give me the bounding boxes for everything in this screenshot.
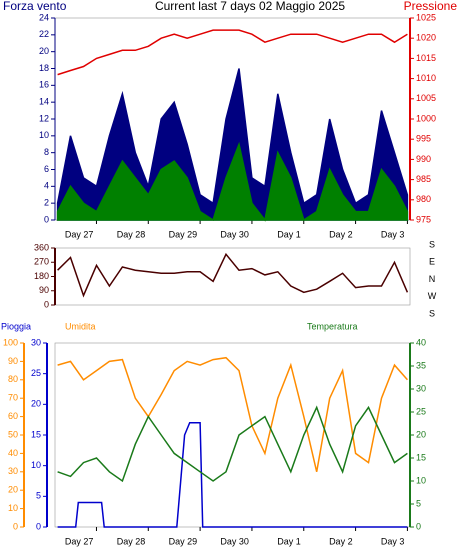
y3-tick-label: 30 [8,466,18,476]
y3-tick-label: 10 [8,503,18,513]
x-tick-label: Day 30 [220,229,249,239]
y-tick-label: 18 [39,63,49,73]
y2-tick-label: 1010 [416,73,436,83]
y-tick-label: 180 [34,271,49,281]
x-tick-label: Day 29 [169,536,198,546]
y-tick-label: 14 [39,97,49,107]
y-label: Forza vento [3,0,67,13]
line [57,405,408,483]
y3-tick-label: 80 [8,374,18,384]
y3-tick-label: 100 [3,337,18,347]
y-tick-label: 10 [31,460,41,470]
y-tick-label: 0 [36,521,41,531]
x-tick-label: Day 1 [277,229,301,239]
plot-area [54,342,411,528]
y-tick-label: 6 [44,164,49,174]
y-tick-label: 10 [39,130,49,140]
y2-tick-label: 30 [416,383,426,393]
area [56,141,409,222]
y2-tick-label: 1025 [416,12,436,22]
line [57,29,408,76]
y-tick-label: 0 [44,299,49,309]
line [57,252,409,298]
y2-label: Pressione [404,0,458,13]
legend-label: Temperatura [307,321,358,331]
y-tick-label: 5 [36,491,41,501]
y3-tick-label: 40 [8,448,18,458]
y-tick-label: 12 [39,113,49,123]
y-tick-label: 4 [44,181,49,191]
x-tick-label: Day 3 [381,229,405,239]
x-tick-label: Day 2 [329,229,353,239]
y-tick-label: 360 [34,242,49,252]
annotation: E [429,257,435,267]
y-tick-label: 0 [44,214,49,224]
y-tick-label: 8 [44,147,49,157]
y2-tick-label: 975 [416,214,431,224]
y2-tick-label: 1020 [416,33,436,43]
x-tick-label: Day 27 [65,229,94,239]
y2-tick-label: 35 [416,360,426,370]
legend-label: Pioggia [1,321,31,331]
annotation: N [429,274,436,284]
x-tick-label: Day 3 [381,536,405,546]
y2-tick-label: 1000 [416,113,436,123]
y2-tick-label: 980 [416,194,431,204]
annotation: W [428,291,437,301]
x-tick-label: Day 2 [329,536,353,546]
y2-tick-label: 0 [416,521,421,531]
y2-tick-label: 985 [416,174,431,184]
y-tick-label: 270 [34,257,49,267]
legend-label: Umidita [65,321,96,331]
y3-tick-label: 50 [8,429,18,439]
y2-tick-label: 1015 [416,53,436,63]
y3-tick-label: 20 [8,485,18,495]
y-tick-label: 90 [39,285,49,295]
y2-tick-label: 1005 [416,93,436,103]
x-tick-label: Day 28 [117,229,146,239]
annotation: S [429,308,435,318]
y2-tick-label: 25 [416,406,426,416]
line [57,421,408,528]
chart-title: Current last 7 days 02 Maggio 2025 [155,0,345,13]
x-tick-label: Day 28 [117,536,146,546]
y-tick-label: 25 [31,368,41,378]
y2-tick-label: 20 [416,429,426,439]
x-tick-label: Day 1 [277,536,301,546]
area [56,68,409,221]
y2-tick-label: 5 [416,498,421,508]
y2-tick-label: 40 [416,337,426,347]
x-tick-label: Day 30 [220,536,249,546]
x-tick-label: Day 27 [65,536,94,546]
y3-tick-label: 0 [13,521,18,531]
y-tick-label: 20 [31,399,41,409]
y-tick-label: 15 [31,429,41,439]
plot-area [54,247,411,306]
y3-tick-label: 90 [8,356,18,366]
x-tick-label: Day 29 [169,229,198,239]
y-tick-label: 24 [39,12,49,22]
y-tick-label: 30 [31,337,41,347]
y3-tick-label: 70 [8,393,18,403]
line [57,356,408,472]
y-tick-label: 20 [39,46,49,56]
y-tick-label: 2 [44,198,49,208]
y2-tick-label: 995 [416,134,431,144]
y-tick-label: 22 [39,29,49,39]
y2-tick-label: 10 [416,475,426,485]
annotation: S [429,239,435,249]
y3-tick-label: 60 [8,411,18,421]
y-tick-label: 16 [39,80,49,90]
y2-tick-label: 990 [416,154,431,164]
y2-tick-label: 15 [416,452,426,462]
